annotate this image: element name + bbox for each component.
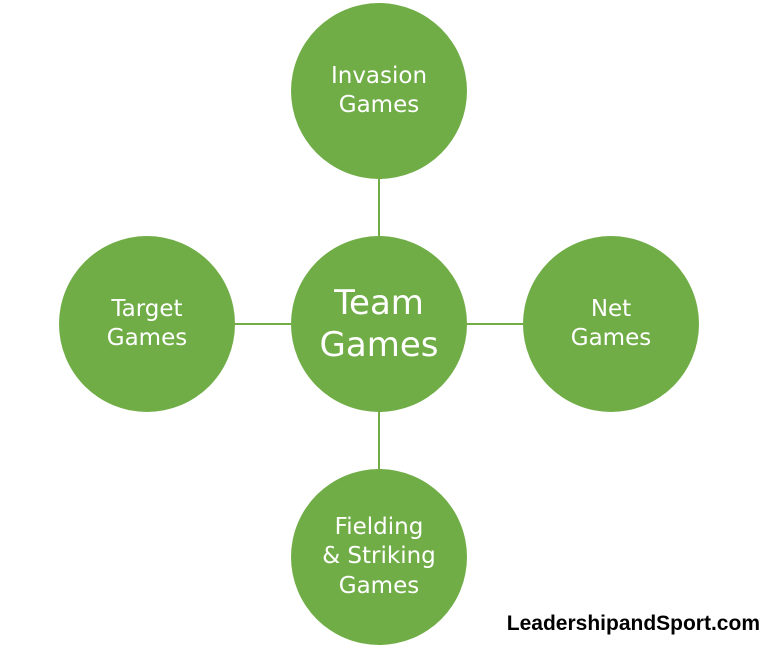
node-team-games: Team Games bbox=[291, 236, 467, 412]
connector-center-invasion bbox=[378, 179, 380, 236]
node-fielding-line-3: Games bbox=[338, 572, 420, 599]
node-target-games: Target Games bbox=[59, 236, 235, 412]
node-center-line-1: Team bbox=[334, 282, 424, 323]
node-fielding-line-2: & Striking bbox=[322, 543, 436, 570]
node-fielding-striking-games: Fielding & Striking Games bbox=[291, 469, 467, 645]
node-net-label: Net Games bbox=[571, 295, 651, 354]
node-invasion-line-1: Invasion bbox=[330, 62, 428, 89]
connector-center-fielding bbox=[378, 412, 380, 469]
node-target-label: Target Games bbox=[107, 295, 187, 354]
node-center-label: Team Games bbox=[320, 282, 439, 367]
watermark-text: LeadershipandSport.com bbox=[506, 612, 760, 635]
node-net-line-1: Net bbox=[590, 295, 632, 322]
node-fielding-line-1: Fielding bbox=[334, 513, 424, 540]
node-net-line-2: Games bbox=[570, 325, 652, 351]
node-target-line-1: Target bbox=[111, 295, 183, 322]
node-center-line-2: Games bbox=[319, 325, 439, 365]
node-net-games: Net Games bbox=[523, 236, 699, 412]
node-target-line-2: Games bbox=[106, 325, 188, 351]
connector-center-net bbox=[467, 323, 523, 325]
connector-center-target bbox=[235, 323, 291, 325]
node-invasion-games: Invasion Games bbox=[291, 3, 467, 179]
node-fielding-label: Fielding & Striking Games bbox=[322, 513, 436, 601]
node-invasion-label: Invasion Games bbox=[331, 62, 427, 121]
node-invasion-line-2: Games bbox=[338, 92, 420, 118]
